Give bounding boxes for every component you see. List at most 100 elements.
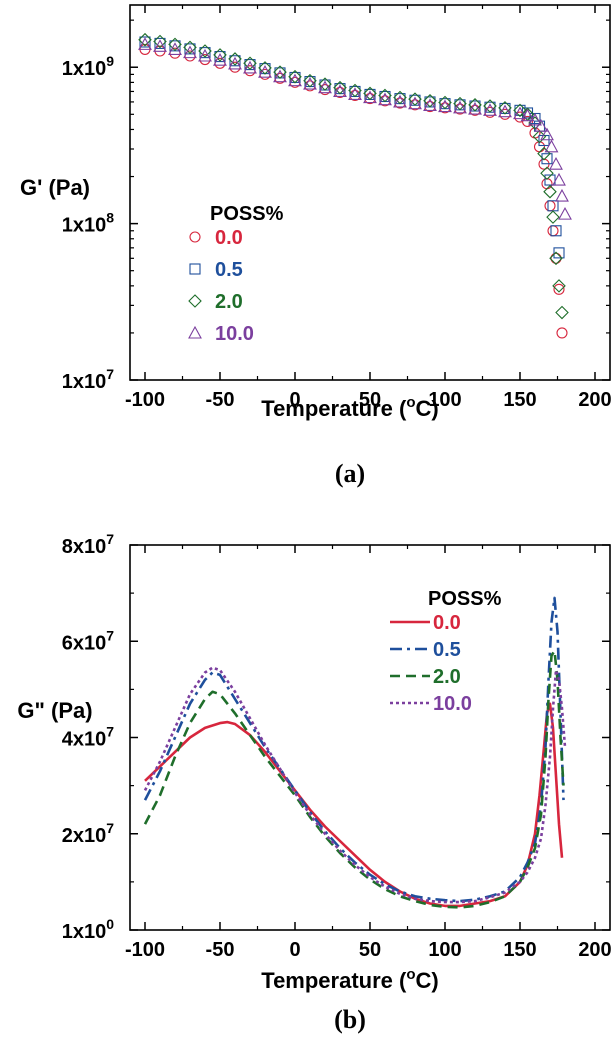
data-point (541, 153, 553, 165)
data-point (273, 69, 287, 83)
data-point (547, 225, 559, 237)
data-point (544, 200, 556, 212)
legend-marker (188, 325, 202, 339)
data-point (544, 139, 559, 153)
data-point (139, 36, 151, 48)
data-point (438, 99, 452, 113)
legend-label: 2.0 (433, 666, 461, 688)
data-point (228, 56, 242, 70)
data-point (348, 87, 362, 100)
data-point (183, 45, 197, 59)
data-point (408, 92, 422, 106)
data-point (520, 108, 535, 122)
legend-title: POSS% (210, 203, 284, 225)
y-tick-label: 1x108 (62, 210, 115, 237)
data-point (258, 61, 272, 75)
data-point (552, 279, 566, 293)
data-point (258, 65, 272, 78)
data-point (556, 327, 568, 339)
data-point (483, 103, 497, 116)
plot-frame (129, 544, 611, 931)
data-point (153, 34, 167, 49)
y-tick-label: 6x107 (62, 627, 115, 654)
x-tick-label: -50 (206, 939, 235, 961)
data-point (138, 32, 152, 47)
x-tick-label: 0 (289, 939, 300, 961)
series-line-2-0 (143, 649, 565, 909)
legend-label: 10.0 (215, 323, 254, 345)
x-tick-label: 200 (578, 939, 611, 961)
legend-title: POSS% (428, 588, 502, 610)
data-point (528, 112, 542, 126)
legend-label: 0.5 (433, 639, 461, 661)
y-axis-label: G" (Pa) (17, 698, 92, 723)
data-point (555, 305, 569, 320)
data-point (333, 84, 347, 98)
legend-label: 0.5 (215, 259, 243, 281)
data-point (183, 40, 197, 55)
x-tick-label: 50 (359, 389, 381, 411)
data-point (549, 251, 563, 266)
x-tick-label: -100 (125, 389, 165, 411)
x-tick-label: 50 (359, 939, 381, 961)
data-point (513, 103, 527, 118)
x-axis-label: Temperature (oC) (261, 394, 438, 421)
data-point (213, 52, 227, 66)
data-point (198, 44, 212, 58)
data-point (154, 37, 166, 49)
x-tick-label: 200 (578, 389, 611, 411)
data-point (378, 88, 392, 103)
data-point (138, 37, 152, 50)
legend-label: 0.0 (215, 227, 243, 249)
data-point (513, 106, 527, 120)
data-point (378, 92, 392, 106)
data-point (363, 86, 377, 101)
data-point (546, 210, 560, 224)
y-tick-label: 1x109 (62, 53, 115, 80)
data-point (243, 60, 257, 74)
data-point (393, 90, 407, 105)
series-group (143, 596, 567, 909)
data-point (243, 56, 257, 71)
data-point (288, 73, 302, 87)
data-point (468, 98, 482, 112)
legend-marker (189, 231, 201, 243)
data-point (553, 283, 565, 295)
data-point (168, 37, 182, 52)
data-point (303, 76, 317, 90)
legend-label: 0.0 (433, 612, 461, 634)
x-tick-label: 150 (503, 939, 536, 961)
data-point (540, 166, 554, 181)
data-point (534, 119, 548, 132)
data-point (229, 55, 241, 67)
series-line-0-5 (143, 596, 565, 903)
data-point (483, 99, 497, 113)
y-tick-label: 2x107 (62, 820, 115, 847)
panel-label: (a) (335, 459, 365, 488)
y-tick-label: 1x107 (62, 366, 115, 393)
data-point (558, 206, 572, 220)
data-point (213, 48, 227, 62)
panel-label: (b) (334, 1005, 366, 1034)
x-tick-label: -50 (206, 389, 235, 411)
series-group (138, 32, 572, 339)
data-point (540, 127, 554, 141)
legend-label: 10.0 (433, 693, 472, 715)
legend-marker (188, 294, 202, 308)
data-point (288, 69, 302, 84)
data-point (552, 172, 566, 186)
data-point (198, 48, 212, 62)
data-point (541, 178, 553, 190)
legend-marker (189, 263, 201, 275)
data-point (553, 247, 565, 259)
x-tick-label: 150 (503, 389, 536, 411)
data-point (453, 96, 467, 111)
data-point (318, 80, 332, 94)
data-point (393, 94, 407, 108)
y-tick-label: 8x107 (62, 531, 115, 558)
series-10-0 (138, 37, 572, 220)
data-point (521, 115, 534, 128)
data-point (318, 77, 332, 91)
panel-b-chart: -100 -50 0 50 100 150 200 1x100 2x107 4x107 6x107 8… (17, 531, 611, 1034)
